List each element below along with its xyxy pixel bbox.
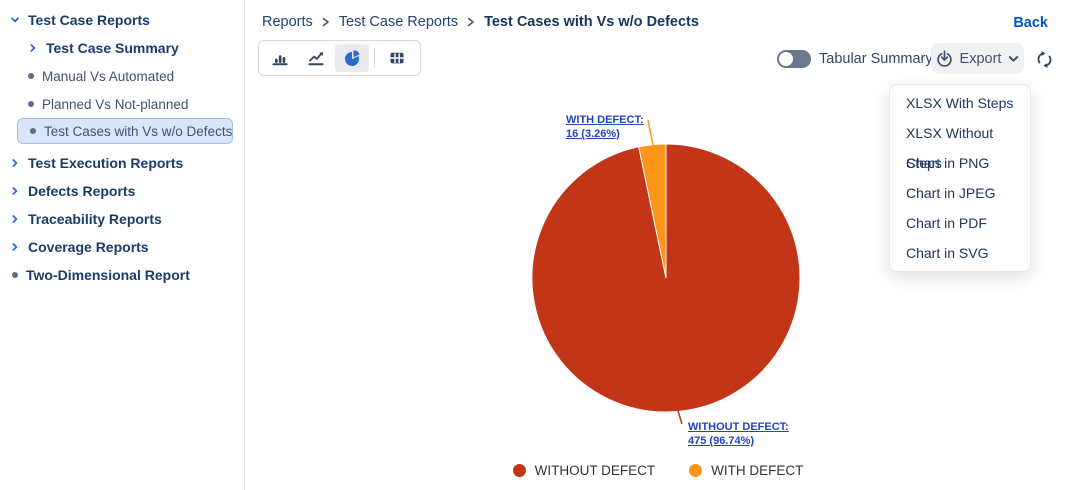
sidebar-item-label: Test Case Reports <box>28 12 150 28</box>
sidebar-item-defects-reports[interactable]: Defects Reports <box>10 179 135 203</box>
chevron-right-icon <box>10 242 20 252</box>
chevron-down-icon <box>10 15 20 25</box>
sidebar-item-label: Planned Vs Not-planned <box>42 96 189 112</box>
menu-item-chart-in-jpeg[interactable]: Chart in JPEG <box>906 185 996 201</box>
sidebar-item-planned-vs-not-planned[interactable]: Planned Vs Not-planned <box>28 92 188 116</box>
sidebar-item-test-cases-with-vs-wo-defects[interactable]: Test Cases with Vs w/o Defects <box>17 118 233 144</box>
sidebar-item-label: Test Execution Reports <box>28 155 184 171</box>
menu-item-xlsx-without-steps[interactable]: XLSX Without Steps <box>906 125 994 171</box>
legend-item-without-defect[interactable]: WITHOUT DEFECT <box>512 463 656 478</box>
chart-type-toolbar <box>258 40 421 76</box>
pie-chart-button[interactable] <box>335 44 369 72</box>
export-menu: XLSX With Steps XLSX Without Steps Chart… <box>889 84 1031 272</box>
line-chart-button[interactable] <box>299 44 333 72</box>
export-label: Export <box>959 50 1002 67</box>
menu-item-chart-in-pdf[interactable]: Chart in PDF <box>906 215 987 231</box>
breadcrumb-item-reports[interactable]: Reports <box>262 14 313 30</box>
export-button[interactable]: Export <box>931 43 1024 74</box>
bar-chart-icon <box>271 49 289 67</box>
table-icon <box>388 49 406 67</box>
bullet-icon <box>12 272 18 278</box>
without-defect-connector-line <box>677 410 683 425</box>
sidebar-item-manual-vs-automated[interactable]: Manual Vs Automated <box>28 64 174 88</box>
legend-item-with-defect[interactable]: WITH DEFECT <box>689 463 803 478</box>
legend-marker-icon <box>689 464 703 477</box>
pie-chart-icon <box>343 49 361 67</box>
callout-value: 16 (3.26%) <box>566 128 620 140</box>
sidebar-item-test-case-summary[interactable]: Test Case Summary <box>28 36 179 60</box>
breadcrumb-item-test-case-reports[interactable]: Test Case Reports <box>338 14 459 30</box>
chevron-right-icon <box>28 43 38 53</box>
sidebar-item-label: Traceability Reports <box>28 211 162 227</box>
with-defect-connector-line <box>647 119 654 146</box>
sidebar-item-test-case-reports[interactable]: Test Case Reports <box>10 8 150 32</box>
back-link[interactable]: Back <box>1013 15 1048 31</box>
refresh-icon <box>1035 50 1055 69</box>
chevron-right-icon <box>10 214 20 224</box>
callout-title: WITHOUT DEFECT: <box>688 421 789 433</box>
line-chart-icon <box>307 49 325 67</box>
bullet-icon <box>30 128 36 134</box>
chevron-down-icon <box>1008 55 1019 63</box>
chevron-right-icon <box>467 17 475 27</box>
sidebar-item-label: Two-Dimensional Report <box>26 267 190 283</box>
bullet-icon <box>28 73 34 79</box>
with-defect-callout[interactable]: WITH DEFECT: 16 (3.26%) <box>566 113 644 141</box>
tabular-summary-label: Tabular Summary <box>819 51 933 67</box>
legend-label: WITHOUT DEFECT <box>534 463 656 478</box>
sidebar-item-test-execution-reports[interactable]: Test Execution Reports <box>10 151 183 175</box>
sidebar-item-coverage-reports[interactable]: Coverage Reports <box>10 235 149 259</box>
breadcrumb-item-current: Test Cases with Vs w/o Defects <box>484 14 699 30</box>
menu-item-xlsx-with-steps[interactable]: XLSX With Steps <box>906 95 1014 111</box>
sidebar-item-two-dimensional-report[interactable]: Two-Dimensional Report <box>12 263 190 287</box>
bar-chart-button[interactable] <box>263 44 297 72</box>
chart-legend: WITHOUT DEFECT WITH DEFECT <box>246 463 1070 478</box>
chevron-right-icon <box>322 17 330 27</box>
chevron-right-icon <box>10 158 20 168</box>
sidebar-item-label: Coverage Reports <box>28 239 149 255</box>
breadcrumb: Reports Test Case Reports Test Cases wit… <box>262 14 699 30</box>
sidebar-item-label: Manual Vs Automated <box>42 68 175 84</box>
sidebar-item-label: Test Cases with Vs w/o Defects <box>44 123 233 139</box>
refresh-button[interactable] <box>1035 49 1055 69</box>
table-button[interactable] <box>380 44 414 72</box>
menu-item-chart-in-png[interactable]: Chart in PNG <box>906 155 990 171</box>
chevron-right-icon <box>10 186 20 196</box>
sidebar-item-traceability-reports[interactable]: Traceability Reports <box>10 207 162 231</box>
callout-title: WITH DEFECT: <box>566 114 644 126</box>
toggle-knob <box>779 52 793 66</box>
tabular-summary-toggle[interactable] <box>777 50 811 68</box>
legend-label: WITH DEFECT <box>711 463 804 478</box>
bullet-icon <box>28 101 34 107</box>
without-defect-callout[interactable]: WITHOUT DEFECT: 475 (96.74%) <box>688 420 789 448</box>
reports-sidebar: Test Case Reports Test Case Summary Manu… <box>0 0 245 490</box>
sidebar-item-label: Test Case Summary <box>46 40 179 56</box>
export-icon <box>936 50 953 67</box>
legend-marker-icon <box>512 464 526 477</box>
callout-value: 475 (96.74%) <box>688 435 755 447</box>
toolbar-divider <box>374 48 375 68</box>
menu-item-chart-in-svg[interactable]: Chart in SVG <box>906 245 989 261</box>
pie-chart <box>531 119 801 425</box>
sidebar-item-label: Defects Reports <box>28 183 136 199</box>
